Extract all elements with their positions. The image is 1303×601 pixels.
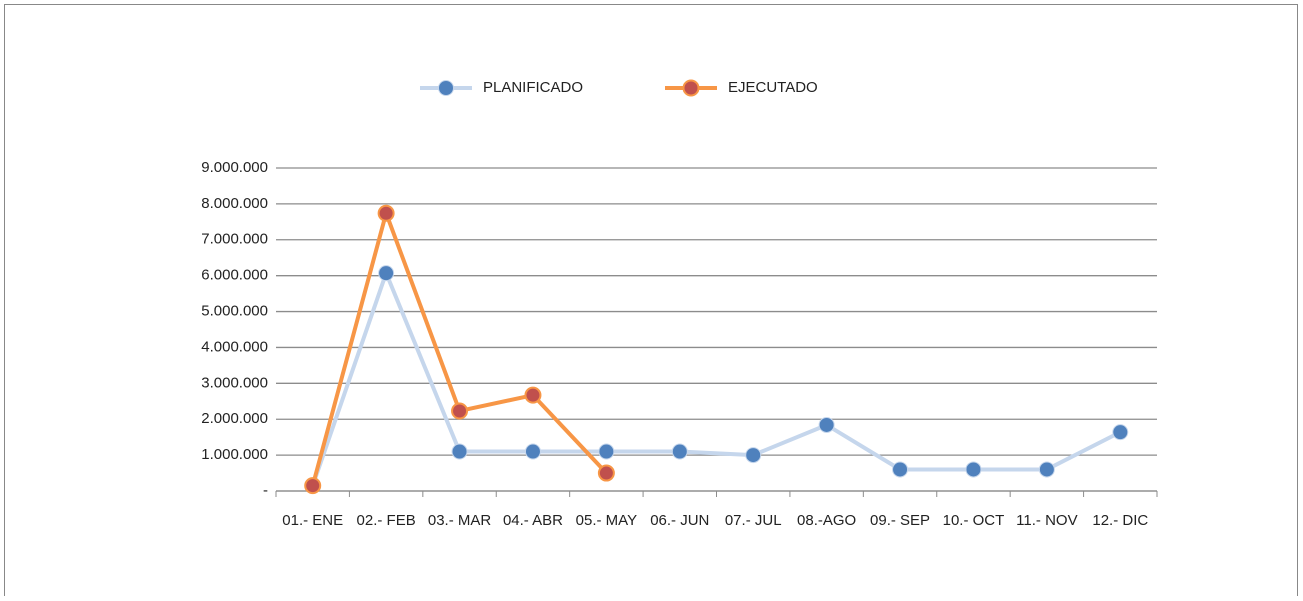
y-tick-label: 8.000.000 — [201, 195, 268, 212]
data-point — [451, 443, 468, 460]
x-tick-label: 04.- ABR — [503, 512, 563, 529]
data-point — [1038, 461, 1055, 478]
y-tick-label: 3.000.000 — [201, 374, 268, 391]
data-point — [598, 443, 615, 460]
data-point — [378, 265, 395, 282]
legend-label: EJECUTADO — [728, 79, 818, 96]
y-tick-label: - — [263, 482, 268, 499]
y-tick-label: 6.000.000 — [201, 267, 268, 284]
x-tick-label: 01.- ENE — [282, 512, 343, 529]
x-tick-label: 06.- JUN — [650, 512, 709, 529]
legend-label: PLANIFICADO — [483, 79, 583, 96]
series-line — [310, 271, 1122, 487]
x-tick-label: 11.- NOV — [1016, 512, 1077, 529]
x-tick-label: 07.- JUL — [725, 512, 782, 529]
data-point — [892, 461, 909, 478]
y-tick-label: 7.000.000 — [201, 231, 268, 248]
data-point — [818, 416, 835, 433]
data-point — [451, 402, 469, 420]
x-tick-label: 03.- MAR — [428, 512, 492, 529]
data-point — [524, 386, 542, 404]
x-tick-label: 12.- DIC — [1092, 512, 1148, 529]
data-point — [1112, 424, 1129, 441]
data-point — [377, 204, 395, 222]
legend-marker — [682, 79, 700, 97]
data-point — [745, 447, 762, 464]
x-tick-label: 10.- OCT — [943, 512, 1005, 529]
data-point — [524, 443, 541, 460]
y-tick-label: 2.000.000 — [201, 410, 268, 427]
legend-marker — [438, 80, 454, 96]
x-tick-label: 02.- FEB — [357, 512, 416, 529]
y-tick-label: 9.000.000 — [201, 159, 268, 176]
y-tick-label: 1.000.000 — [201, 446, 268, 463]
x-tick-label: 09.- SEP — [870, 512, 930, 529]
data-point — [304, 477, 322, 495]
data-point — [965, 461, 982, 478]
y-tick-label: 4.000.000 — [201, 338, 268, 355]
x-tick-label: 08.-AGO — [797, 512, 856, 529]
chart-border — [4, 4, 1298, 601]
data-point — [597, 464, 615, 482]
y-tick-label: 5.000.000 — [201, 303, 268, 320]
data-point — [671, 443, 688, 460]
x-tick-label: 05.- MAY — [576, 512, 637, 529]
